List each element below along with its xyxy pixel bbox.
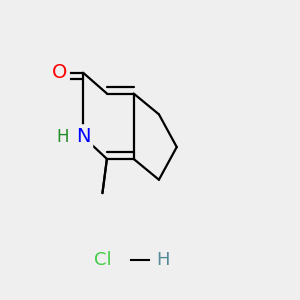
Text: Cl: Cl <box>94 251 111 269</box>
Text: N: N <box>76 127 90 146</box>
Text: H: H <box>56 128 69 146</box>
Text: O: O <box>52 63 67 82</box>
Text: H: H <box>156 251 169 269</box>
